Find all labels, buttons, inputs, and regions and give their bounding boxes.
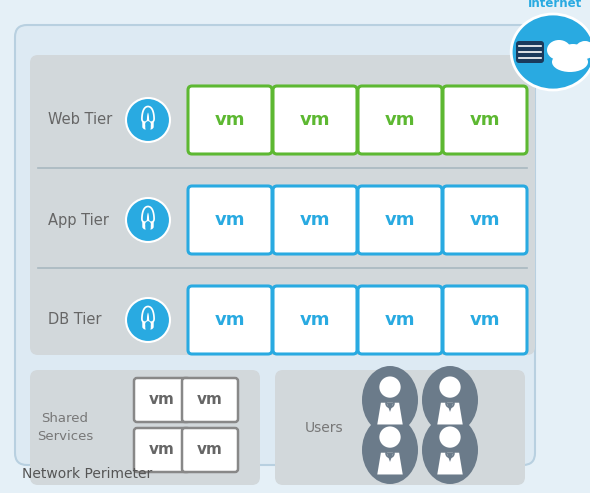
Ellipse shape bbox=[575, 41, 590, 59]
FancyBboxPatch shape bbox=[273, 86, 357, 154]
Text: Shared
Services: Shared Services bbox=[37, 413, 93, 444]
Polygon shape bbox=[437, 403, 463, 424]
Polygon shape bbox=[377, 403, 403, 424]
FancyBboxPatch shape bbox=[275, 370, 525, 485]
Text: vm: vm bbox=[385, 111, 415, 129]
FancyBboxPatch shape bbox=[358, 286, 442, 354]
FancyBboxPatch shape bbox=[142, 319, 154, 329]
Circle shape bbox=[379, 377, 401, 398]
Circle shape bbox=[126, 298, 170, 342]
Text: Network Perimeter: Network Perimeter bbox=[22, 467, 152, 481]
FancyBboxPatch shape bbox=[443, 86, 527, 154]
FancyBboxPatch shape bbox=[30, 55, 535, 355]
Ellipse shape bbox=[422, 366, 478, 434]
Text: vm: vm bbox=[470, 111, 500, 129]
FancyBboxPatch shape bbox=[358, 186, 442, 254]
Ellipse shape bbox=[422, 416, 478, 484]
FancyBboxPatch shape bbox=[188, 186, 272, 254]
Text: DB Tier: DB Tier bbox=[48, 313, 101, 327]
Text: vm: vm bbox=[197, 392, 223, 408]
FancyBboxPatch shape bbox=[273, 286, 357, 354]
Text: vm: vm bbox=[300, 311, 330, 329]
Polygon shape bbox=[437, 453, 463, 474]
FancyBboxPatch shape bbox=[516, 41, 544, 63]
FancyBboxPatch shape bbox=[182, 428, 238, 472]
Circle shape bbox=[146, 321, 150, 326]
Text: vm: vm bbox=[215, 211, 245, 229]
Text: vm: vm bbox=[197, 443, 223, 458]
Text: vm: vm bbox=[149, 443, 175, 458]
Circle shape bbox=[379, 426, 401, 448]
Circle shape bbox=[126, 98, 170, 142]
Text: Internet: Internet bbox=[528, 0, 582, 10]
Circle shape bbox=[146, 122, 150, 126]
Text: vm: vm bbox=[470, 311, 500, 329]
FancyBboxPatch shape bbox=[142, 119, 154, 130]
Circle shape bbox=[440, 377, 461, 398]
Ellipse shape bbox=[362, 416, 418, 484]
Text: vm: vm bbox=[385, 311, 415, 329]
Text: Web Tier: Web Tier bbox=[48, 112, 112, 128]
Text: vm: vm bbox=[385, 211, 415, 229]
FancyBboxPatch shape bbox=[188, 86, 272, 154]
FancyBboxPatch shape bbox=[182, 378, 238, 422]
FancyBboxPatch shape bbox=[15, 25, 535, 465]
Ellipse shape bbox=[362, 366, 418, 434]
Text: vm: vm bbox=[215, 111, 245, 129]
Ellipse shape bbox=[511, 14, 590, 90]
Ellipse shape bbox=[559, 44, 587, 68]
FancyBboxPatch shape bbox=[273, 186, 357, 254]
Text: Users: Users bbox=[305, 421, 343, 435]
Polygon shape bbox=[386, 453, 394, 462]
FancyBboxPatch shape bbox=[358, 86, 442, 154]
Text: App Tier: App Tier bbox=[48, 212, 109, 227]
FancyBboxPatch shape bbox=[134, 378, 190, 422]
FancyBboxPatch shape bbox=[142, 219, 154, 229]
Circle shape bbox=[146, 221, 150, 226]
Text: vm: vm bbox=[300, 211, 330, 229]
Circle shape bbox=[440, 426, 461, 448]
Polygon shape bbox=[447, 453, 453, 462]
Ellipse shape bbox=[547, 40, 571, 60]
Text: vm: vm bbox=[215, 311, 245, 329]
FancyBboxPatch shape bbox=[134, 428, 190, 472]
Circle shape bbox=[126, 198, 170, 242]
Text: vm: vm bbox=[149, 392, 175, 408]
Polygon shape bbox=[386, 403, 394, 412]
Text: vm: vm bbox=[470, 211, 500, 229]
Polygon shape bbox=[377, 453, 403, 474]
FancyBboxPatch shape bbox=[443, 186, 527, 254]
FancyBboxPatch shape bbox=[30, 370, 260, 485]
Polygon shape bbox=[447, 403, 453, 412]
Ellipse shape bbox=[552, 52, 588, 72]
FancyBboxPatch shape bbox=[443, 286, 527, 354]
Text: vm: vm bbox=[300, 111, 330, 129]
FancyBboxPatch shape bbox=[188, 286, 272, 354]
